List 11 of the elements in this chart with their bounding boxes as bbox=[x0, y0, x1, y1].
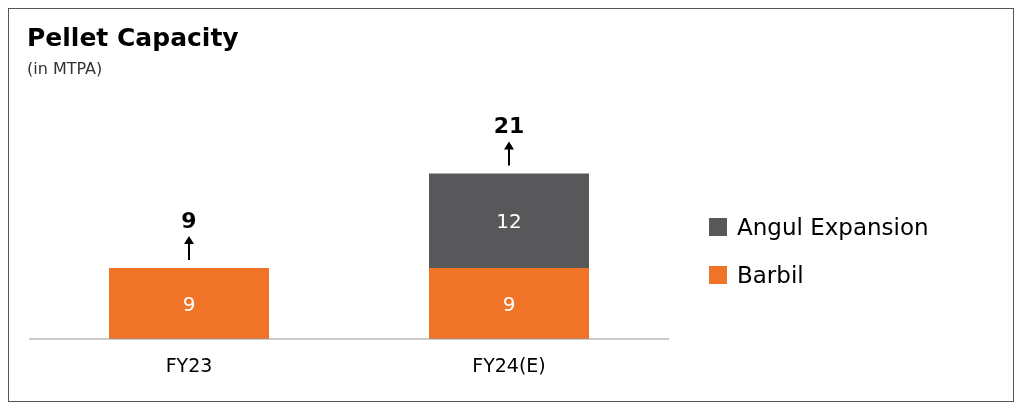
legend-label: Angul Expansion bbox=[737, 214, 929, 240]
x-tick-label: FY24(E) bbox=[472, 354, 546, 377]
data-label: 9 bbox=[502, 291, 516, 316]
x-tick-label: FY23 bbox=[165, 354, 213, 377]
total-label: 21 bbox=[493, 113, 525, 139]
chart-subtitle: (in MTPA) bbox=[27, 59, 103, 78]
legend-label: Barbil bbox=[737, 262, 804, 288]
total-label: 9 bbox=[181, 208, 197, 234]
chart-title: Pellet Capacity bbox=[27, 23, 239, 52]
data-label: 9 bbox=[182, 291, 196, 316]
data-label: 12 bbox=[496, 208, 522, 233]
